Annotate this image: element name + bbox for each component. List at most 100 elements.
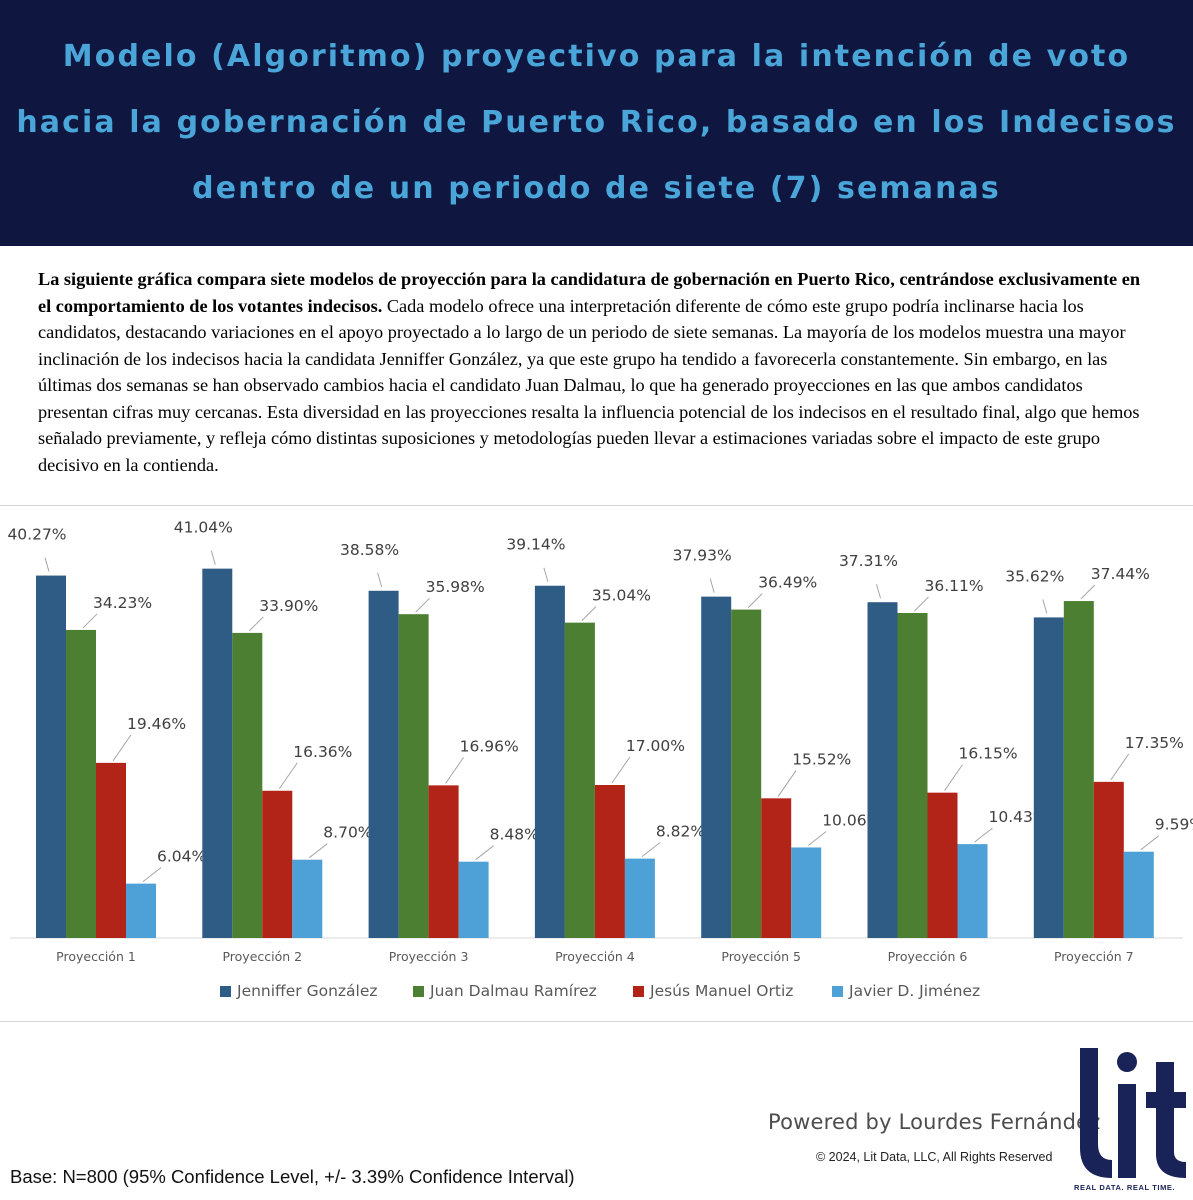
bar-chart: 40.27% 34.23% 19.46% 6.04% Proyección 1 41.04…	[7, 519, 1193, 964]
category-label: Proyección 5	[721, 949, 801, 964]
bar	[36, 575, 66, 938]
bar	[927, 792, 958, 938]
data-label: 16.15%	[959, 745, 1018, 763]
label-leader-line	[445, 757, 465, 784]
data-label: 36.49%	[758, 574, 817, 592]
data-label: 16.96%	[460, 737, 519, 755]
data-label: 9.59%	[1155, 816, 1193, 834]
data-label: 41.04%	[174, 519, 233, 537]
label-leader-line	[44, 557, 50, 572]
category-label: Proyección 1	[56, 949, 136, 964]
bar	[1093, 781, 1124, 938]
label-leader-line	[944, 764, 963, 791]
label-leader-line	[581, 606, 597, 621]
intro-paragraph: La siguiente gráfica compara siete model…	[38, 266, 1148, 478]
bar	[292, 859, 323, 938]
bar	[232, 632, 263, 938]
chart-legend: Jenniffer González Juan Dalmau Ramírez Jes…	[0, 982, 1193, 1006]
label-leader-line	[641, 842, 661, 858]
category-label: Proyección 3	[389, 949, 469, 964]
label-leader-line	[278, 762, 298, 790]
bar	[867, 602, 898, 938]
bar	[624, 858, 655, 938]
label-leader-line	[1140, 835, 1160, 851]
bar	[701, 596, 732, 938]
legend-swatch	[633, 985, 644, 997]
data-label: 38.58%	[340, 541, 399, 559]
data-label: 17.35%	[1125, 734, 1184, 752]
data-label: 37.31%	[839, 552, 898, 570]
bar	[262, 790, 293, 938]
label-leader-line	[543, 567, 549, 582]
bar	[534, 585, 565, 938]
bar	[1033, 617, 1064, 938]
legend-label: Javier D. Jiménez	[849, 982, 981, 1000]
legend-item: Juan Dalmau Ramírez	[413, 982, 597, 1000]
bar	[66, 629, 96, 938]
data-label: 35.04%	[592, 587, 651, 605]
category-label: Proyección 2	[222, 949, 302, 964]
label-leader-line	[142, 867, 162, 883]
data-label: 36.11%	[925, 577, 984, 595]
data-label: 10.06%	[822, 811, 881, 829]
legend-label: Juan Dalmau Ramírez	[430, 982, 597, 1000]
bar	[368, 590, 399, 938]
powered-by-credit: Powered by Lourdes Fernández	[768, 1110, 1101, 1134]
data-label: 6.04%	[157, 848, 206, 866]
bar	[1063, 601, 1094, 938]
label-leader-line	[415, 597, 430, 613]
data-label: 37.44%	[1091, 565, 1150, 583]
data-label: 39.14%	[506, 536, 565, 554]
legend-item: Jesús Manuel Ortiz	[633, 982, 793, 1000]
data-label: 8.70%	[323, 824, 372, 842]
label-leader-line	[308, 843, 328, 859]
bar	[731, 609, 762, 938]
legend-swatch	[413, 985, 424, 997]
label-leader-line	[747, 593, 763, 608]
data-label: 8.48%	[490, 826, 539, 844]
lit-logo	[1080, 1048, 1186, 1178]
bar	[897, 613, 928, 938]
legend-item: Jenniffer González	[220, 982, 378, 1000]
label-leader-line	[914, 596, 929, 612]
label-leader-line	[1042, 599, 1048, 614]
label-leader-line	[377, 572, 383, 587]
chart-bottom-divider	[0, 1021, 1193, 1022]
legend-label: Jenniffer González	[237, 982, 378, 1000]
label-leader-line	[248, 616, 264, 632]
data-label: 16.36%	[293, 743, 352, 761]
bar	[761, 798, 792, 938]
label-leader-line	[807, 831, 827, 846]
category-label: Proyección 4	[555, 949, 635, 964]
data-label: 15.52%	[792, 750, 851, 768]
data-label: 35.62%	[1005, 567, 1064, 585]
logo-tagline: REAL DATA. REAL TIME.	[1074, 1183, 1176, 1192]
label-leader-line	[876, 584, 881, 599]
data-label: 10.43%	[989, 808, 1048, 826]
legend-item: Javier D. Jiménez	[832, 982, 980, 1000]
bar	[126, 883, 156, 938]
legend-label: Jesús Manuel Ortiz	[650, 982, 794, 1000]
intro-body-text: Cada modelo ofrece una interpretación di…	[38, 295, 1140, 475]
category-label: Proyección 6	[888, 949, 968, 964]
data-label: 35.98%	[426, 578, 485, 596]
bar	[564, 622, 595, 938]
bar	[791, 847, 822, 938]
legend-swatch	[220, 985, 231, 997]
label-leader-line	[82, 613, 98, 629]
sample-base-note: Base: N=800 (95% Confidence Level, +/- 3…	[10, 1166, 575, 1187]
copyright-notice: © 2024, Lit Data, LLC, All Rights Reserv…	[816, 1150, 1053, 1164]
data-label: 33.90%	[259, 597, 318, 615]
data-label: 34.23%	[93, 594, 152, 612]
data-label: 19.46%	[127, 715, 186, 733]
label-leader-line	[974, 827, 993, 843]
bar	[428, 785, 459, 938]
data-label: 8.82%	[656, 823, 705, 841]
bar	[594, 785, 625, 938]
bar	[1123, 851, 1154, 938]
intro-bold-text: La siguiente gráfica compara siete model…	[38, 269, 1140, 316]
bar	[202, 568, 233, 938]
bar	[398, 614, 429, 938]
label-leader-line	[112, 734, 132, 762]
label-leader-line	[475, 845, 494, 861]
